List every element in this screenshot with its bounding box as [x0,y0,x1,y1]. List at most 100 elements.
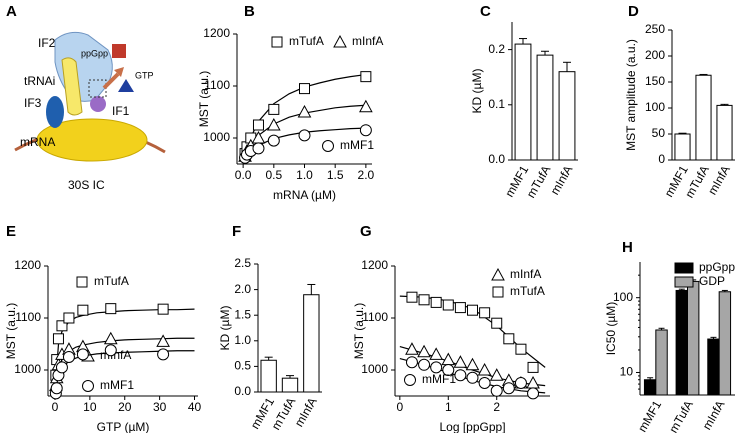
marker [465,357,480,371]
marker [252,119,264,131]
bar [514,43,532,161]
y-tick-label: 1100 [204,78,230,92]
legend-label: ppGpp [699,260,735,274]
marker [157,348,170,361]
x-axis-label: GTP (µM) [97,420,150,433]
marker [104,344,117,357]
marker [105,303,117,315]
x-tick-label: 10 [83,400,97,414]
y-tick-label: 150 [645,74,665,88]
marker [266,117,281,131]
marker [268,103,280,115]
marker [466,371,479,384]
y-axis-label: KD (µM) [218,306,232,351]
y-tick-label: 1200 [14,258,41,272]
legend-label: mMF1 [422,372,456,386]
marker [526,375,540,389]
marker [406,291,418,303]
x-tick-label: 0.5 [265,168,282,182]
marker [405,356,418,369]
gtp-icon [118,79,134,92]
legend-label: mMF1 [340,138,374,152]
x-axis-label: mRNA (µM) [273,188,336,202]
x-tick-label: 40 [188,400,202,414]
y-tick-label: 200 [645,48,665,62]
y-tick-label: 2.0 [234,282,251,296]
y-tick-label: 1100 [362,310,388,324]
marker [62,351,75,363]
fit-line [242,73,366,162]
label: tRNAi [24,74,55,88]
ppgpp-icon [112,44,126,58]
x-tick-label: 0 [52,400,59,414]
y-tick-label: 0 [658,152,665,166]
panel-label: A [6,3,17,20]
legend-marker [491,267,505,281]
marker [490,384,503,397]
marker [442,299,454,311]
legend-label: mTufA [289,34,324,48]
y-tick-label: 2.5 [234,256,251,270]
marker [515,343,527,355]
marker [77,304,89,316]
bar [675,289,688,396]
legend-marker [76,276,88,288]
legend-label: mMF1 [100,378,134,392]
marker [418,358,431,371]
x-tick-label: 20 [118,400,132,414]
y-tick-label: 0.1 [488,97,505,111]
marker [478,377,491,389]
bar [707,338,720,396]
marker [429,347,444,360]
marker [441,352,456,366]
bar [695,74,712,161]
marker [52,333,64,345]
marker [502,382,515,395]
bar [558,71,576,161]
x-axis-label: Log [ppGpp] [439,420,505,433]
marker [103,331,118,345]
x-tick-label: mInfA [705,163,733,197]
marker [63,312,75,324]
x-tick-label: 1.0 [296,168,313,182]
bar [281,377,299,393]
legend-marker [492,286,504,298]
legend-marker [82,380,94,392]
x-tick-label: mInfA [548,163,576,197]
marker [418,294,430,306]
y-tick-label: 0.0 [488,152,505,166]
legend-swatch [674,276,694,288]
y-tick-label: 100 [645,100,665,114]
x-tick-label: mInfA [700,398,728,432]
marker [503,333,515,345]
x-tick-label: mTufA [666,398,696,433]
x-tick-label: 1 [445,400,452,414]
diagram-a: A IF2 ppGpp GTP tRNAi IF3 IF1 mRNA 30S I… [6,3,166,192]
legend-swatch [674,262,694,274]
bar [260,359,277,393]
label: IF3 [24,96,42,110]
y-tick-label: 10 [620,365,634,379]
panel-label: C [480,3,491,20]
marker [467,304,478,316]
marker [442,364,455,376]
label: GTP [135,70,154,80]
marker [360,71,372,83]
marker [527,387,540,400]
legend-label: mTufA [510,284,545,298]
y-tick-label: 1000 [203,130,230,144]
marker [76,348,89,361]
label: IF1 [112,104,130,118]
marker [297,104,312,118]
y-axis-label: MST amplitude (a.u.) [624,39,638,151]
ribosome-30s [36,118,148,162]
x-tick-label: 0 [397,400,404,414]
marker [359,124,372,137]
y-tick-label: 1100 [15,310,41,324]
label: IF2 [38,36,56,50]
x-tick-label: mInfA [292,395,320,429]
y-axis-label: MST (a.u.) [352,303,366,359]
y-tick-label: 50 [652,126,666,140]
marker [417,344,431,358]
y-tick-label: 0.5 [234,359,251,373]
